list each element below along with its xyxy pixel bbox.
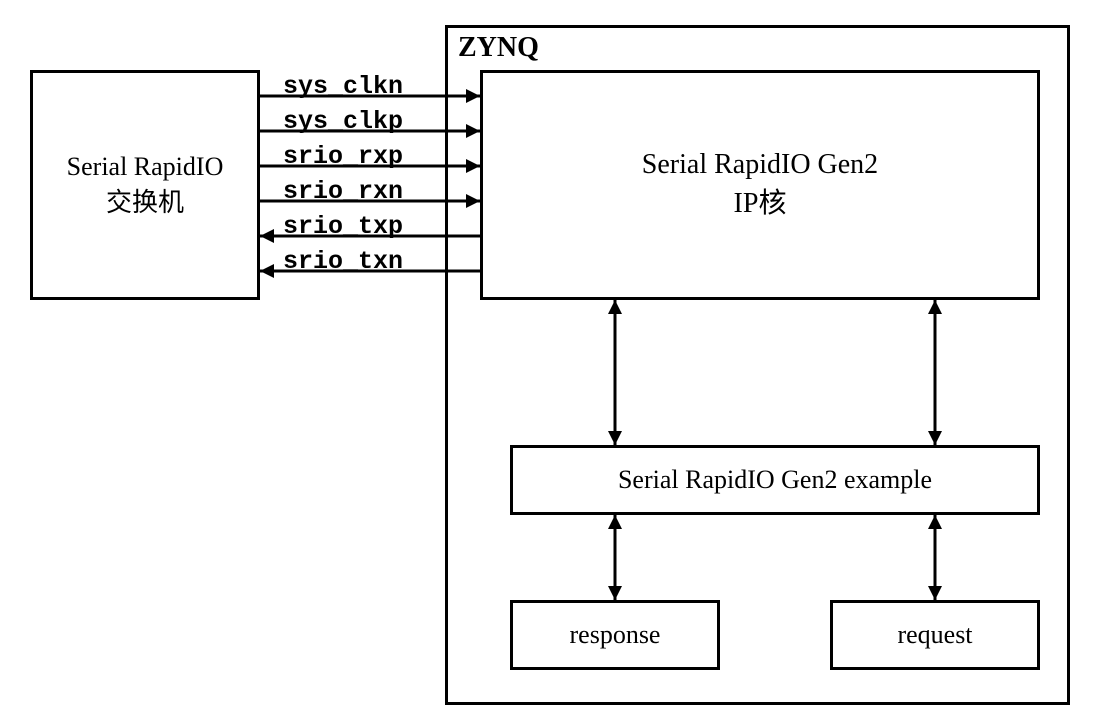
switch-box: Serial RapidIO 交换机 — [30, 70, 260, 300]
signal-label-2: srio_rxp — [283, 142, 403, 171]
ipcore-box: Serial RapidIO Gen2 IP核 — [480, 70, 1040, 300]
signal-label-4: srio_txp — [283, 212, 403, 241]
request-box: request — [830, 600, 1040, 670]
example-label: Serial RapidIO Gen2 example — [618, 465, 932, 495]
request-label: request — [897, 620, 972, 650]
signal-label-5: srio_txn — [283, 247, 403, 276]
example-box: Serial RapidIO Gen2 example — [510, 445, 1040, 515]
zynq-title: ZYNQ — [458, 32, 539, 64]
response-box: response — [510, 600, 720, 670]
switch-label-2: 交换机 — [106, 182, 184, 219]
signal-label-1: sys_clkp — [283, 107, 403, 136]
ipcore-label-2: IP核 — [734, 181, 787, 221]
ipcore-label-1: Serial RapidIO Gen2 — [642, 149, 878, 181]
switch-label-1: Serial RapidIO — [67, 152, 224, 182]
signal-label-0: sys_clkn — [283, 72, 403, 101]
response-label: response — [570, 620, 661, 650]
signal-label-3: srio_rxn — [283, 177, 403, 206]
